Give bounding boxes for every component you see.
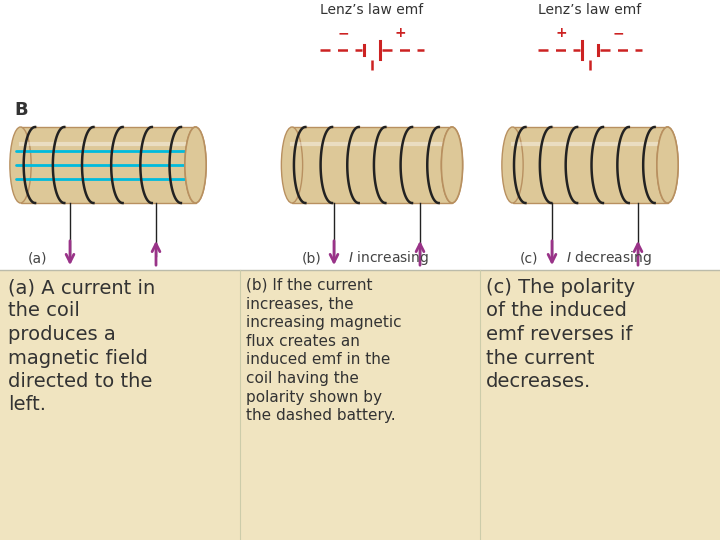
Bar <box>513 127 667 203</box>
Text: +: + <box>556 26 567 40</box>
Text: (c): (c) <box>520 251 539 265</box>
Ellipse shape <box>282 127 302 203</box>
Ellipse shape <box>657 127 678 203</box>
Ellipse shape <box>10 127 31 203</box>
Text: (c) The polarity
of the induced
emf reverses if
the current
decreases.: (c) The polarity of the induced emf reve… <box>486 278 635 391</box>
Text: −: − <box>338 26 349 40</box>
Text: (b): (b) <box>302 251 322 265</box>
Text: (b) If the current
increases, the
increasing magnetic
flux creates an
induced em: (b) If the current increases, the increa… <box>246 278 402 423</box>
Text: (a): (a) <box>28 251 48 265</box>
Bar <box>0 0 720 270</box>
Text: Lenz’s law emf: Lenz’s law emf <box>320 3 423 17</box>
Bar <box>20 127 196 203</box>
Text: B: B <box>14 101 27 119</box>
Ellipse shape <box>441 127 463 203</box>
Text: +: + <box>395 26 406 40</box>
Text: −: − <box>613 26 624 40</box>
Text: $I$ decreasing: $I$ decreasing <box>566 249 652 267</box>
Ellipse shape <box>185 127 206 203</box>
Ellipse shape <box>185 127 206 203</box>
Ellipse shape <box>502 127 523 203</box>
Text: Lenz’s law emf: Lenz’s law emf <box>539 3 642 17</box>
Text: $I$ increasing: $I$ increasing <box>348 249 429 267</box>
Ellipse shape <box>657 127 678 203</box>
Bar <box>0 270 720 540</box>
Bar <box>292 127 452 203</box>
Ellipse shape <box>441 127 463 203</box>
Text: (a) A current in
the coil
produces a
magnetic field
directed to the
left.: (a) A current in the coil produces a mag… <box>8 278 156 415</box>
